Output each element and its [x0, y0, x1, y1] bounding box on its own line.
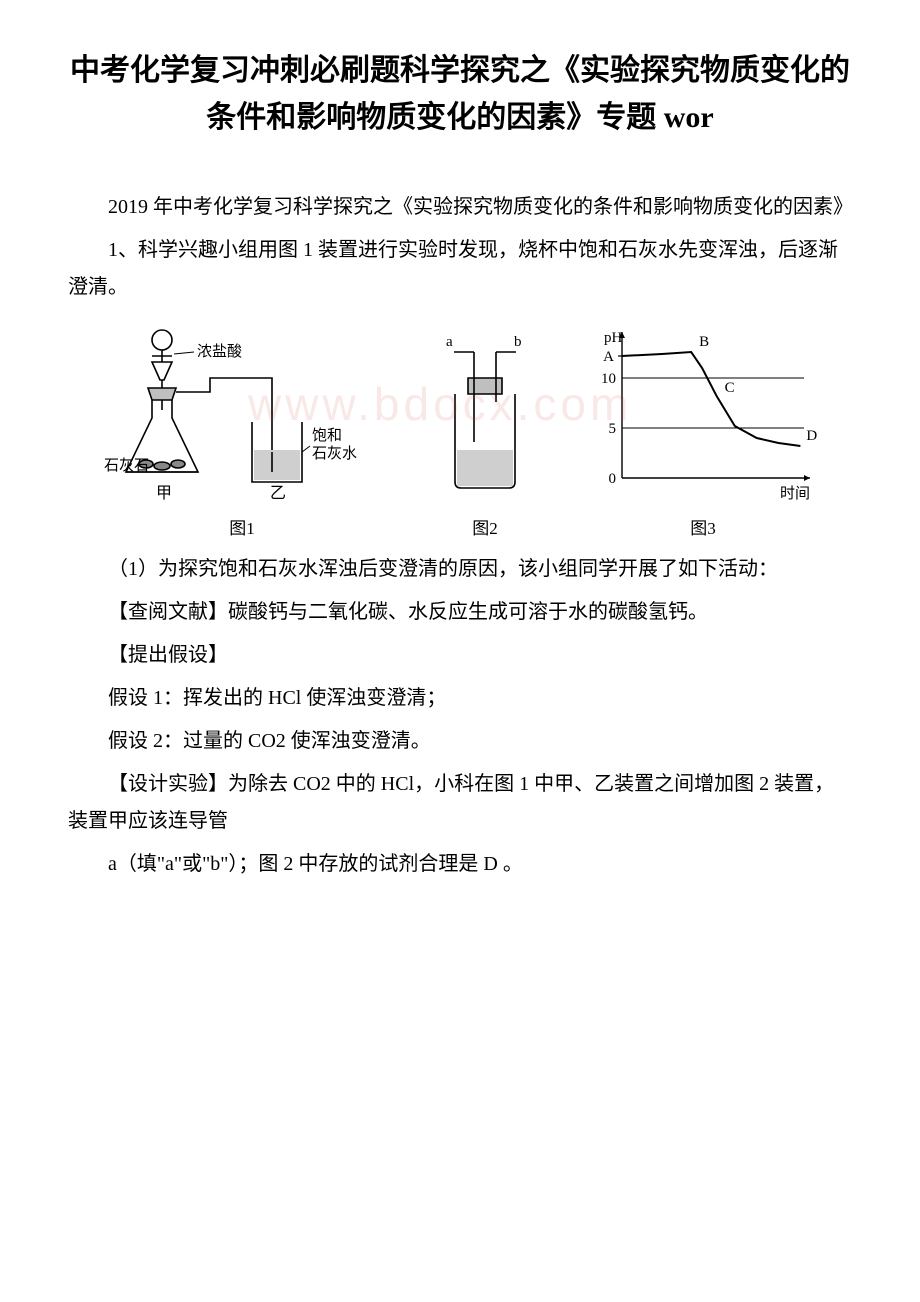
setup-paragraph: 1、科学兴趣小组用图 1 装置进行实验时发现，烧杯中饱和石灰水先变浑浊，后逐渐澄… — [68, 232, 852, 306]
fig2-label-b: b — [514, 334, 522, 350]
figure-row: www.bdocx.com — [68, 322, 852, 539]
svg-text:5: 5 — [609, 421, 617, 437]
fig2-label-a: a — [446, 334, 453, 350]
figure-1: 浓盐酸 石灰石 饱和 石灰水 甲 乙 图1 — [102, 322, 382, 539]
fig3-svg: 0 5 10 pH 时间 A B C D — [588, 322, 818, 512]
fig1-device-b: 乙 — [270, 485, 286, 502]
svg-text:时间: 时间 — [780, 485, 810, 502]
svg-text:10: 10 — [601, 371, 616, 387]
fig1-device-a: 甲 — [156, 485, 172, 502]
figure-2: a b 图2 — [410, 322, 560, 539]
fig2-caption: 图2 — [472, 514, 498, 539]
fig1-hcl-label: 浓盐酸 — [197, 343, 242, 360]
page-title: 中考化学复习冲刺必刷题科学探究之《实验探究物质变化的条件和影响物质变化的因素》专… — [68, 48, 852, 141]
intro-paragraph: 2019 年中考化学复习科学探究之《实验探究物质变化的条件和影响物质变化的因素》 — [68, 189, 852, 226]
fig2-svg: a b — [410, 322, 560, 512]
fig1-svg: 浓盐酸 石灰石 饱和 石灰水 甲 乙 — [102, 322, 382, 512]
fig1-beaker-label-2: 石灰水 — [312, 445, 357, 462]
figure-3: 0 5 10 pH 时间 A B C D 图3 — [588, 322, 818, 539]
svg-text:B: B — [699, 334, 709, 350]
hypothesis-heading: 【提出假设】 — [68, 637, 852, 674]
svg-text:D: D — [806, 428, 817, 444]
hypothesis-1: 假设 1：挥发出的 HCl 使浑浊变澄清； — [68, 680, 852, 717]
answer-paragraph: a（填"a"或"b"）；图 2 中存放的试剂合理是 D 。 — [68, 846, 852, 883]
task1-paragraph: （1）为探究饱和石灰水浑浊后变澄清的原因，该小组同学开展了如下活动： — [68, 551, 852, 588]
svg-text:pH: pH — [604, 330, 623, 346]
fig1-beaker-label-1: 饱和 — [312, 427, 342, 444]
literature-paragraph: 【查阅文献】碳酸钙与二氧化碳、水反应生成可溶于水的碳酸氢钙。 — [68, 594, 852, 631]
svg-text:0: 0 — [609, 471, 617, 487]
fig1-lime-label: 石灰石 — [104, 457, 149, 474]
hypothesis-2: 假设 2：过量的 CO2 使浑浊变澄清。 — [68, 723, 852, 760]
fig1-caption: 图1 — [229, 514, 255, 539]
svg-text:A: A — [603, 349, 614, 365]
fig3-caption: 图3 — [690, 514, 716, 539]
svg-text:C: C — [725, 380, 735, 396]
design-paragraph: 【设计实验】为除去 CO2 中的 HCl，小科在图 1 中甲、乙装置之间增加图 … — [68, 766, 852, 840]
